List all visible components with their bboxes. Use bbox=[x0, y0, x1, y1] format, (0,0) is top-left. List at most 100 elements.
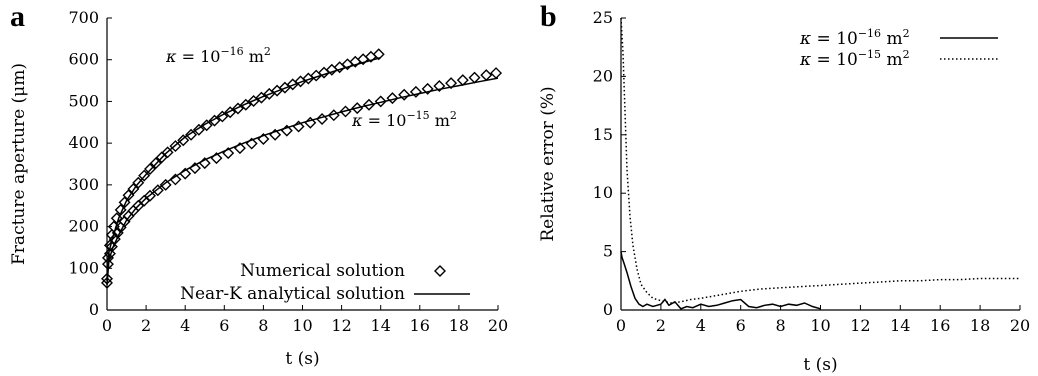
panel-b-ytick-label: 10 bbox=[593, 183, 613, 202]
panel-a-data-point bbox=[339, 105, 352, 118]
panel-b-xtick-label: 0 bbox=[616, 316, 626, 335]
panel-b-series-line-kappa-1e-16 bbox=[620, 251, 821, 310]
panel-a-data-point bbox=[144, 163, 156, 175]
panel-a-data-point bbox=[216, 110, 229, 123]
panel-a-data-point bbox=[132, 176, 145, 189]
panel-a-data-point bbox=[398, 88, 411, 101]
panel-a-data-point bbox=[280, 124, 293, 137]
panel-a-xtick-label: 6 bbox=[219, 316, 229, 335]
panel-a-xtick-label: 2 bbox=[141, 316, 151, 335]
panel-a-data-point bbox=[105, 240, 118, 253]
panel-b-ytick-label: 20 bbox=[593, 66, 613, 85]
panel-a-data-point bbox=[200, 119, 213, 132]
panel-a-data-point bbox=[103, 247, 116, 260]
panel-a-y-axis-label: Fracture aperture (μm) bbox=[9, 63, 29, 265]
panel-b-xtick-label: 10 bbox=[810, 316, 830, 335]
panel-a-data-point bbox=[269, 128, 282, 141]
panel-a-data-point bbox=[231, 102, 244, 115]
panel-b-ytick-label: 25 bbox=[593, 8, 613, 27]
panel-a-ytick-label: 700 bbox=[68, 8, 99, 27]
panel-a-legend-marker-numerical bbox=[434, 265, 446, 277]
panel-a-ytick-label: 600 bbox=[68, 50, 99, 69]
panel-a-letter: a bbox=[10, 0, 25, 33]
panel-b-xtick-label: 8 bbox=[776, 316, 786, 335]
panel-a-data-point bbox=[101, 276, 113, 289]
panel-b-chart: 0 2 4 6 8 10 12 14 16 18 20 0 5 10 15 20 25 t (s) Relative… bbox=[538, 8, 1030, 375]
panel-a-xtick-label: 8 bbox=[258, 316, 268, 335]
panel-a-data-point bbox=[247, 95, 260, 108]
panel-a-series-line bbox=[106, 77, 499, 286]
panel-b-xtick-label: 18 bbox=[970, 316, 990, 335]
panel-a-ytick-label: 100 bbox=[68, 258, 99, 277]
panel-b-legend-label-kappa-1e-15: κ = 10−15 m2 bbox=[799, 48, 910, 70]
panel-a-ytick-label: 0 bbox=[89, 300, 99, 319]
panel-a-data-point bbox=[110, 212, 123, 225]
panel-a-chart: 0 2 4 6 8 10 12 14 16 18 200100200300400500600700t… bbox=[9, 8, 508, 369]
panel-a-data-point bbox=[161, 146, 174, 159]
panel-a-ytick-label: 500 bbox=[68, 91, 99, 110]
panel-b-ytick-label: 0 bbox=[603, 300, 613, 319]
panel-a-ytick-label: 400 bbox=[68, 133, 99, 152]
panel-a-data-point bbox=[101, 251, 114, 264]
panel-a-xtick-label: 14 bbox=[371, 316, 391, 335]
panel-a-data-point bbox=[386, 92, 399, 105]
panel-a-data-point bbox=[362, 98, 375, 111]
panel-a-xtick-label: 16 bbox=[410, 316, 430, 335]
panel-b-xtick-label: 6 bbox=[736, 316, 746, 335]
panel-a-data-point bbox=[177, 134, 190, 147]
panel-a-data-point bbox=[169, 173, 182, 186]
panel-a-data-point bbox=[192, 123, 205, 136]
panel-a-data-point bbox=[118, 196, 131, 209]
panel-a-data-point bbox=[278, 81, 291, 94]
panel-a-data-point bbox=[122, 189, 135, 202]
panel-a-series-line bbox=[106, 56, 381, 281]
panel-a-data-point bbox=[257, 132, 270, 145]
panel-b-legend-label-kappa-1e-16: κ = 10−16 m2 bbox=[799, 27, 910, 49]
panel-a-data-point bbox=[101, 272, 113, 285]
panel-a-xtick-label: 20 bbox=[488, 316, 508, 335]
panel-a-data-point bbox=[327, 109, 340, 122]
panel-a-data-point bbox=[480, 69, 493, 82]
panel-a-data-point bbox=[138, 169, 151, 182]
panel-a-xtick-label: 12 bbox=[331, 316, 351, 335]
panel-a-data-point bbox=[159, 178, 172, 191]
panel-b-xtick-label: 4 bbox=[696, 316, 706, 335]
panel-b-xtick-label: 16 bbox=[930, 316, 950, 335]
panel-b-x-axis-label: t (s) bbox=[803, 355, 837, 375]
panel-a-legend-label-numerical: Numerical solution bbox=[240, 261, 405, 281]
panel-a-data-point bbox=[374, 95, 387, 108]
panel-a-data-point bbox=[179, 167, 192, 180]
panel-a-data-point bbox=[255, 91, 268, 104]
panel-a-data-point bbox=[210, 152, 223, 165]
panel-a-data-point bbox=[169, 140, 182, 153]
panel-a-data-point bbox=[445, 77, 458, 90]
panel-a-ytick-label: 300 bbox=[68, 175, 99, 194]
panel-b-series-line-kappa-1e-15 bbox=[620, 17, 1020, 304]
panel-a-data-point bbox=[149, 157, 162, 170]
panel-a-data-point bbox=[101, 258, 114, 271]
panel-a-data-point bbox=[433, 80, 446, 92]
panel-a-annotation-kappa-1e-15: κ = 10−15 m2 bbox=[351, 109, 457, 130]
panel-a-data-point bbox=[409, 85, 422, 98]
panel-a-data-point bbox=[114, 203, 127, 216]
panel-b-ytick-label: 5 bbox=[603, 242, 613, 261]
panel-b-y-axis-label: Relative error (%) bbox=[538, 86, 558, 241]
panel-a-data-point bbox=[456, 74, 469, 87]
panel-a-data-point bbox=[239, 98, 252, 111]
panel-b-xtick-label: 20 bbox=[1010, 316, 1030, 335]
panel-a-data-point bbox=[198, 157, 211, 170]
panel-a-legend-label-analytical: Near-K analytical solution bbox=[180, 284, 405, 304]
panel-a-data-point bbox=[490, 67, 503, 80]
panel-a-data-point bbox=[245, 137, 258, 150]
panel-b-letter: b bbox=[540, 0, 557, 33]
panel-a-data-point bbox=[188, 162, 201, 175]
panel-a-xtick-label: 4 bbox=[180, 316, 190, 335]
panel-a-data-point bbox=[316, 112, 329, 125]
panel-a-x-axis-label: t (s) bbox=[285, 349, 319, 369]
panel-a-data-point bbox=[222, 147, 235, 160]
panel-a-data-point bbox=[263, 87, 276, 100]
panel-b-ytick-label: 15 bbox=[593, 125, 613, 144]
panel-b-xtick-label: 12 bbox=[850, 316, 870, 335]
panel-a-ytick-label: 200 bbox=[68, 217, 99, 236]
